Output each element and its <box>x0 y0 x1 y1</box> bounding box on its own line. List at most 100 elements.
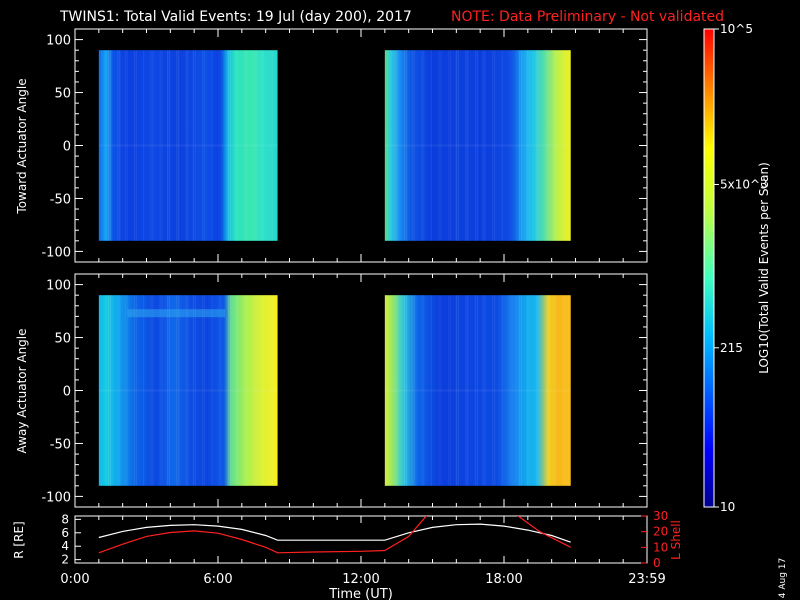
heatmap-stripe <box>270 295 272 486</box>
heatmap-stripe <box>423 295 425 486</box>
heatmap-stripe <box>178 295 180 486</box>
heatmap-stripe <box>394 50 396 241</box>
colorbar-tick-label: 10^5 <box>720 22 753 36</box>
heatmap-stripe <box>528 295 530 486</box>
heatmap-stripe <box>119 295 121 486</box>
heatmap-stripe <box>272 50 274 241</box>
heatmap-stripe <box>440 50 442 241</box>
heatmap-stripe <box>511 295 513 486</box>
toward-x-ticks <box>74 29 648 262</box>
heatmap-stripe <box>98 50 101 241</box>
heatmap-stripe <box>108 50 110 241</box>
heatmap-stripe <box>235 295 237 486</box>
heatmap-stripe <box>449 50 452 241</box>
heatmap-stripe <box>545 50 548 241</box>
lshell-tick-label: 0 <box>653 556 661 570</box>
heatmap-stripe <box>423 50 425 241</box>
heatmap-stripe <box>536 295 538 486</box>
colorbar-frame <box>703 28 715 508</box>
heatmap-stripe <box>520 295 523 486</box>
heatmap-stripe <box>457 50 459 241</box>
heatmap-stripe <box>152 50 154 241</box>
y-tick-label: -100 <box>41 490 71 505</box>
heatmap-stripe <box>403 50 406 241</box>
heatmap-zero-band <box>98 144 278 147</box>
y-tick-label: -50 <box>50 437 71 452</box>
heatmap-stripe <box>124 50 126 241</box>
heatmap-stripe <box>403 295 406 486</box>
heatmap-stripe <box>133 295 136 486</box>
heatmap-stripe <box>260 50 263 241</box>
heatmap-stripe <box>411 50 413 241</box>
heatmap-stripe <box>492 50 494 241</box>
heatmap-stripe <box>520 50 523 241</box>
heatmap-zero-band <box>384 144 571 147</box>
heatmap-stripe <box>167 295 169 486</box>
heatmap-stripe <box>133 50 136 241</box>
radius-line <box>98 523 571 543</box>
heatmap-stripe <box>476 50 479 241</box>
heatmap-stripe <box>494 295 496 486</box>
heatmap-block <box>98 50 278 241</box>
heatmap-stripe <box>509 295 511 486</box>
heatmap-stripe <box>536 50 538 241</box>
heatmap-stripe <box>227 295 230 486</box>
heatmap-stripe <box>501 295 503 486</box>
heatmap-stripe <box>187 295 189 486</box>
away-heatmap <box>98 295 571 486</box>
heatmap-stripe <box>484 295 486 486</box>
heatmap-stripe <box>430 50 433 241</box>
heatmap-stripe <box>194 295 196 486</box>
heatmap-stripe <box>253 295 255 486</box>
heatmap-stripe <box>109 50 112 241</box>
heatmap-block <box>98 295 278 486</box>
heatmap-stripe <box>194 50 196 241</box>
heatmap-stripe <box>421 295 423 486</box>
radius-tick-label: 6 <box>61 526 69 540</box>
away-y-label: Away Actuator Angle <box>15 328 29 453</box>
heatmap-stripe <box>135 295 137 486</box>
heatmap-stripe <box>262 295 265 486</box>
heatmap-stripe <box>545 295 548 486</box>
heatmap-stripe <box>167 50 169 241</box>
colorbar-ticks: 10^5 5x10^3 215 10 <box>714 22 768 514</box>
heatmap-stripe <box>386 295 388 486</box>
heatmap-stripe <box>185 295 187 486</box>
heatmap-stripe <box>492 295 494 486</box>
heatmap-stripe <box>384 50 387 241</box>
radius-tick-label: 4 <box>61 539 69 553</box>
heatmap-stripe <box>405 295 408 486</box>
heatmap-stripe <box>246 295 248 486</box>
heatmap-stripe <box>411 295 413 486</box>
heatmap-stripe <box>563 50 565 241</box>
heatmap-stripe <box>161 295 163 486</box>
heatmap-stripe <box>465 50 467 241</box>
heatmap-stripe <box>244 50 246 241</box>
time-tick-label: 12:00 <box>342 572 379 587</box>
colorbar-tick-label: 5x10^3 <box>720 177 768 191</box>
heatmap-stripe <box>440 295 442 486</box>
lshell-y-label: L Shell <box>669 520 683 560</box>
heatmap-stripe <box>98 295 101 486</box>
heatmap-stripe <box>176 295 178 486</box>
time-x-ticks: 0:00 6:00 12:00 18:00 23:59 <box>60 516 666 587</box>
heatmap-stripe <box>100 295 102 486</box>
heatmap-stripe <box>192 50 195 241</box>
radius-y-label: R [RE] <box>12 521 26 558</box>
heatmap-stripe <box>185 50 187 241</box>
heatmap-stripe <box>555 295 557 486</box>
heatmap-stripe <box>405 50 408 241</box>
radius-tick-label: 2 <box>61 553 69 567</box>
heatmap-stripe <box>509 50 511 241</box>
time-tick-label: 23:59 <box>628 572 665 587</box>
heatmap-stripe <box>384 295 387 486</box>
away-x-ticks <box>74 274 648 507</box>
heatmap-stripe <box>526 50 528 241</box>
heatmap-stripe <box>211 295 213 486</box>
heatmap-stripe <box>526 295 528 486</box>
heatmap-stripe <box>474 50 477 241</box>
heatmap-stripe <box>413 295 415 486</box>
heatmap-stripe <box>465 295 467 486</box>
toward-panel: 100 50 0 -50 -100 Toward Actuator Angle <box>15 28 648 263</box>
heatmap-stripe <box>135 50 137 241</box>
